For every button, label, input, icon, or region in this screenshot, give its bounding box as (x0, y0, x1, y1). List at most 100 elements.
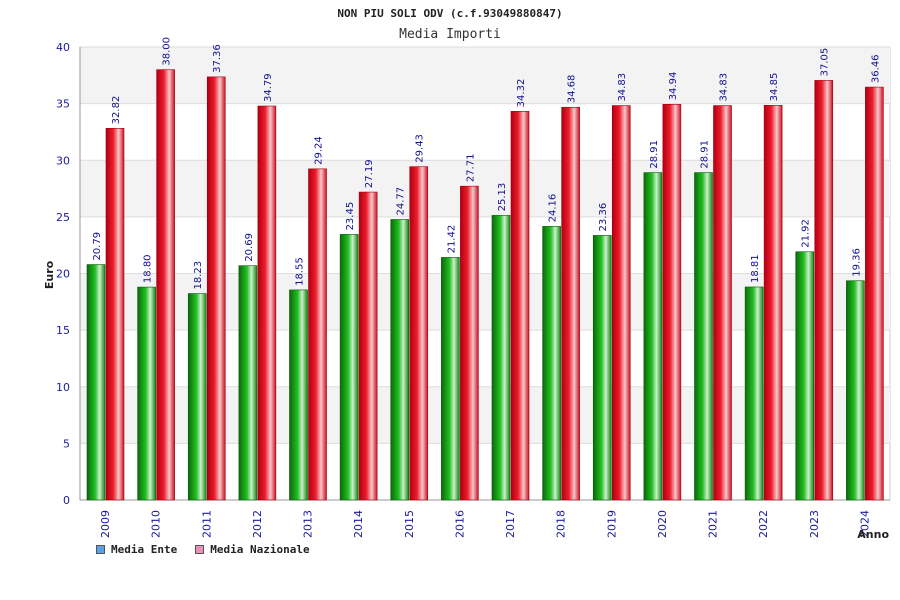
y-tick-label: 0 (63, 494, 70, 507)
legend: Media Ente Media Nazionale (96, 543, 310, 556)
x-tick-label: 2015 (403, 510, 416, 538)
bar-media-ente (795, 251, 815, 501)
bar-media-ente (187, 293, 207, 501)
bar-media-nazionale (611, 105, 631, 501)
y-axis-label: Euro (43, 260, 56, 289)
legend-label-nazionale: Media Nazionale (210, 543, 310, 556)
bar-media-ente (137, 286, 156, 501)
bar-media-nazionale (460, 185, 479, 501)
x-tick-label: 2017 (504, 510, 517, 538)
bar-media-nazionale (865, 86, 884, 501)
value-label: 37.36 (212, 44, 223, 73)
y-tick-label: 40 (56, 41, 70, 54)
bar-media-nazionale (662, 104, 682, 501)
bar-media-nazionale (561, 106, 580, 501)
x-tick-label: 2009 (99, 510, 112, 538)
value-label: 23.45 (345, 202, 356, 231)
x-tick-label: 2018 (555, 510, 568, 538)
value-label: 18.23 (193, 261, 204, 290)
x-tick-label: 2023 (808, 510, 821, 538)
x-tick-label: 2021 (707, 510, 720, 538)
value-labels: 20.79 32.82 18.80 38.00 18.23 37.36 20.69 34.79… (92, 37, 881, 290)
x-tick-label: 2019 (605, 510, 618, 538)
y-tick-label: 30 (56, 154, 70, 167)
value-label: 24.16 (548, 194, 559, 223)
y-axis-ticks: 0 5 10 15 20 25 30 35 40 (56, 41, 70, 507)
value-label: 34.85 (769, 73, 780, 102)
value-label: 32.82 (111, 96, 122, 125)
x-tick-label: 2013 (302, 510, 315, 538)
bar-media-nazionale (308, 168, 327, 501)
value-label: 24.77 (396, 187, 407, 216)
bar-media-nazionale (105, 128, 125, 501)
y-tick-label: 5 (63, 437, 70, 450)
bar-media-ente (289, 289, 308, 501)
value-label: 25.13 (497, 183, 508, 212)
x-tick-label: 2016 (453, 510, 466, 538)
x-tick-label: 2011 (200, 510, 213, 538)
bar-media-nazionale (206, 76, 226, 501)
bar-media-ente (744, 286, 764, 501)
legend-label-ente: Media Ente (111, 543, 178, 556)
value-label: 29.24 (314, 136, 325, 165)
legend-item-nazionale: Media Nazionale (195, 543, 310, 556)
value-label: 27.19 (364, 159, 375, 188)
value-label: 18.81 (750, 254, 761, 283)
value-label: 36.46 (870, 54, 881, 83)
value-label: 34.32 (516, 79, 527, 108)
value-label: 37.05 (820, 48, 831, 77)
x-tick-label: 2022 (757, 510, 770, 538)
bar-media-nazionale (156, 69, 175, 501)
value-label: 38.00 (162, 37, 173, 66)
bars (86, 69, 884, 501)
y-tick-label: 25 (56, 211, 70, 224)
value-label: 34.94 (668, 72, 679, 101)
bar-media-ente (339, 234, 359, 501)
bar-media-ente (542, 226, 561, 501)
chart-subtitle: Media Importi (399, 27, 501, 42)
y-tick-label: 35 (56, 98, 70, 111)
y-tick-label: 10 (56, 381, 70, 394)
chart-title: NON PIU SOLI ODV (c.f.93049880847) (337, 7, 562, 20)
value-label: 34.83 (617, 73, 628, 102)
value-label: 34.83 (719, 73, 730, 102)
bar-media-nazionale (763, 105, 783, 501)
bar-media-ente (390, 219, 410, 501)
bar-media-ente (694, 172, 713, 501)
bar-media-ente (846, 280, 865, 501)
legend-swatch-ente (96, 545, 105, 554)
legend-item-ente: Media Ente (96, 543, 177, 556)
value-label: 21.92 (801, 219, 812, 248)
bar-media-nazionale (358, 191, 378, 501)
value-label: 18.55 (295, 257, 306, 286)
value-label: 23.36 (598, 203, 609, 232)
value-label: 28.91 (700, 140, 711, 169)
value-label: 29.43 (415, 134, 426, 163)
value-label: 19.36 (851, 248, 862, 277)
x-axis-label: Anno (857, 528, 889, 541)
legend-swatch-nazionale (195, 545, 205, 554)
x-tick-label: 2012 (251, 510, 264, 538)
value-label: 27.71 (465, 154, 476, 183)
bar-media-ente (491, 215, 511, 501)
bar-media-ente (592, 235, 612, 501)
value-label: 28.91 (649, 140, 660, 169)
x-tick-label: 2014 (352, 510, 365, 538)
value-label: 20.69 (244, 233, 255, 262)
x-axis-ticks: 2009 2010 2011 2012 2013 2014 2015 2016 2017 2018… (99, 510, 871, 538)
value-label: 21.42 (446, 225, 457, 254)
y-tick-label: 15 (56, 324, 70, 337)
bar-media-ente (238, 265, 258, 501)
x-tick-label: 2010 (150, 510, 163, 538)
bar-media-nazionale (510, 111, 530, 501)
bar-media-nazionale (409, 166, 429, 501)
value-label: 20.79 (92, 232, 103, 261)
bar-media-nazionale (713, 105, 732, 501)
y-tick-label: 20 (56, 268, 70, 281)
value-label: 34.79 (263, 73, 274, 102)
x-tick-label: 2024 (858, 510, 871, 538)
bar-media-ente (441, 257, 460, 501)
value-label: 18.80 (143, 254, 154, 283)
bar-media-ente (643, 172, 663, 501)
